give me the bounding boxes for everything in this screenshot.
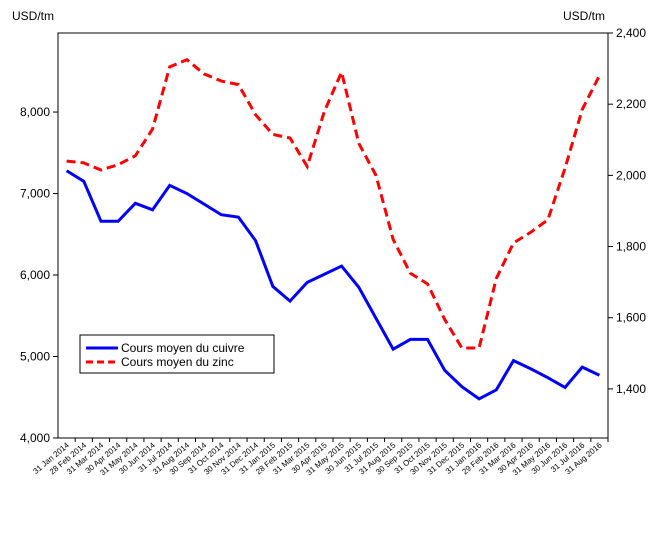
y2-tick-label: 2,400 xyxy=(616,26,646,40)
y2-tick-label: 2,000 xyxy=(616,168,646,182)
y2-axis-label: USD/tm xyxy=(563,9,605,23)
series-line xyxy=(65,169,601,401)
y-tick-label: 7,000 xyxy=(20,187,50,201)
y-tick-label: 6,000 xyxy=(20,268,50,282)
legend-box xyxy=(79,334,275,374)
y-tick-label: 5,000 xyxy=(20,350,50,364)
y2-tick-label: 1,400 xyxy=(616,382,646,396)
y-tick-label: 8,000 xyxy=(20,105,50,119)
y2-tick-label: 2,200 xyxy=(616,97,646,111)
legend-label: Cours moyen du cuivre xyxy=(121,341,245,355)
y2-tick-label: 1,800 xyxy=(616,240,646,254)
legend-label: Cours moyen du zinc xyxy=(121,355,234,369)
y-axis-label: USD/tm xyxy=(12,9,54,23)
y-tick-label: 4,000 xyxy=(20,431,50,445)
y2-tick-label: 1,600 xyxy=(616,311,646,325)
series-line xyxy=(66,57,601,350)
